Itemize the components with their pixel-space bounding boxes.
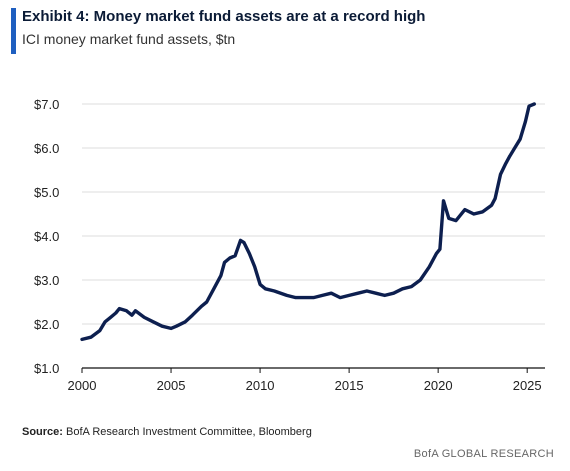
x-tick-label: 2005 (157, 378, 186, 393)
source-note: Source: BofA Research Investment Committ… (22, 426, 312, 438)
source-text: BofA Research Investment Committee, Bloo… (66, 426, 312, 438)
title-accent-bar (11, 8, 16, 54)
x-tick-label: 2000 (68, 378, 97, 393)
y-tick-label: $4.0 (34, 229, 59, 244)
chart-subtitle: ICI money market fund assets, $tn (22, 31, 236, 47)
chart-title: Exhibit 4: Money market fund assets are … (22, 8, 426, 25)
y-tick-label: $3.0 (34, 273, 59, 288)
x-tick-label: 2010 (246, 378, 275, 393)
series-line (80, 102, 536, 342)
x-tick-label: 2025 (513, 378, 542, 393)
source-label: Source: (22, 426, 63, 438)
axes: $1.0 $2.0 $3.0 $4.0 $5.0 $6.0 $7.0 2000 2005 2010… (34, 97, 545, 393)
series-layer (80, 102, 536, 342)
y-tick-label: $1.0 (34, 361, 59, 376)
x-tick-label: 2020 (424, 378, 453, 393)
x-tick-label: 2015 (335, 378, 364, 393)
brand-label: BofA GLOBAL RESEARCH (413, 448, 554, 460)
y-tick-label: $7.0 (34, 97, 59, 112)
y-tick-label: $2.0 (34, 317, 59, 332)
y-tick-label: $5.0 (34, 185, 59, 200)
y-tick-label: $6.0 (34, 141, 59, 156)
